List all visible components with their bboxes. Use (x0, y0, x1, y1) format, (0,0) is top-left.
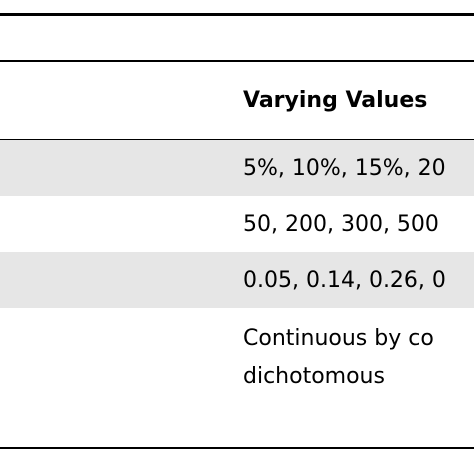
cell: 0.05, 0.14, 0.26, 0 (243, 268, 446, 293)
header-bottom-rule (0, 139, 474, 140)
row-shade (0, 252, 474, 308)
cell: Continuous by co (243, 326, 434, 351)
cell: 5%, 10%, 15%, 20 (243, 156, 446, 181)
bottom-rule (0, 447, 474, 449)
row-shade (0, 140, 474, 196)
column-header: Varying Values (243, 88, 428, 113)
top-rule (0, 13, 474, 16)
cell: dichotomous (243, 364, 385, 389)
header-rule (0, 60, 474, 62)
cell: 50, 200, 300, 500 (243, 212, 439, 237)
